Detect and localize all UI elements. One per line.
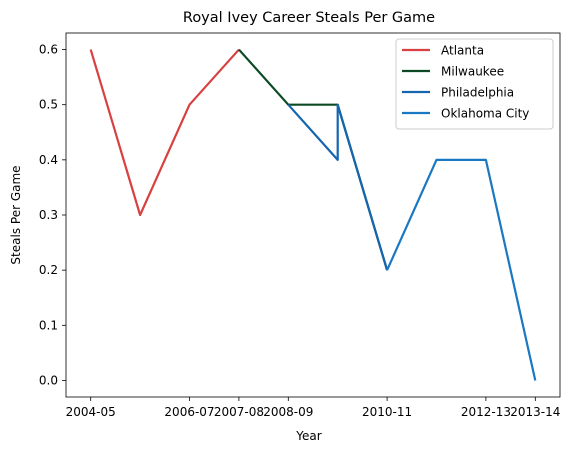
x-tick-label: 2004-05 — [66, 405, 116, 419]
x-axis-title: Year — [295, 429, 321, 443]
legend-label: Philadelphia — [441, 86, 514, 100]
x-tick-label: 2007-08 — [214, 405, 264, 419]
legend-label: Atlanta — [441, 44, 484, 58]
x-tick-label: 2010-11 — [362, 405, 412, 419]
series-layer — [89, 48, 537, 381]
y-tick-label: 0.1 — [39, 318, 58, 332]
series-line-philadelphia — [287, 103, 389, 271]
y-tick-label: 0.0 — [39, 373, 58, 387]
series-line-oklahoma-city — [386, 158, 537, 381]
y-axis-ticks: 0.0 0.1 0.2 0.3 0.4 0.5 0.6 — [39, 43, 66, 387]
x-tick-label: 2008-09 — [263, 405, 313, 419]
y-axis-title: Steals Per Game — [9, 165, 23, 264]
x-tick-label: 2012-13 — [461, 405, 511, 419]
legend-label: Oklahoma City — [441, 107, 529, 121]
y-tick-label: 0.2 — [39, 263, 58, 277]
legend-box — [395, 38, 554, 130]
y-tick-label: 0.6 — [39, 43, 58, 57]
series-line-milwaukee — [238, 48, 389, 271]
chart-title: Royal Ivey Career Steals Per Game — [183, 10, 435, 26]
x-tick-label: 2006-07 — [164, 405, 214, 419]
legend-label: Milwaukee — [441, 65, 504, 79]
x-axis-ticks: 2004-05 2006-07 2007-08 2008-09 2010-11 2012-… — [66, 397, 560, 419]
series-line-atlanta — [89, 48, 240, 217]
y-tick-label: 0.3 — [39, 208, 58, 222]
y-tick-label: 0.4 — [39, 153, 58, 167]
y-tick-label: 0.5 — [39, 98, 58, 112]
legend: Atlanta Milwaukee Philadelphia Oklahoma Cit… — [395, 38, 554, 130]
x-tick-label: 2013-14 — [510, 405, 560, 419]
